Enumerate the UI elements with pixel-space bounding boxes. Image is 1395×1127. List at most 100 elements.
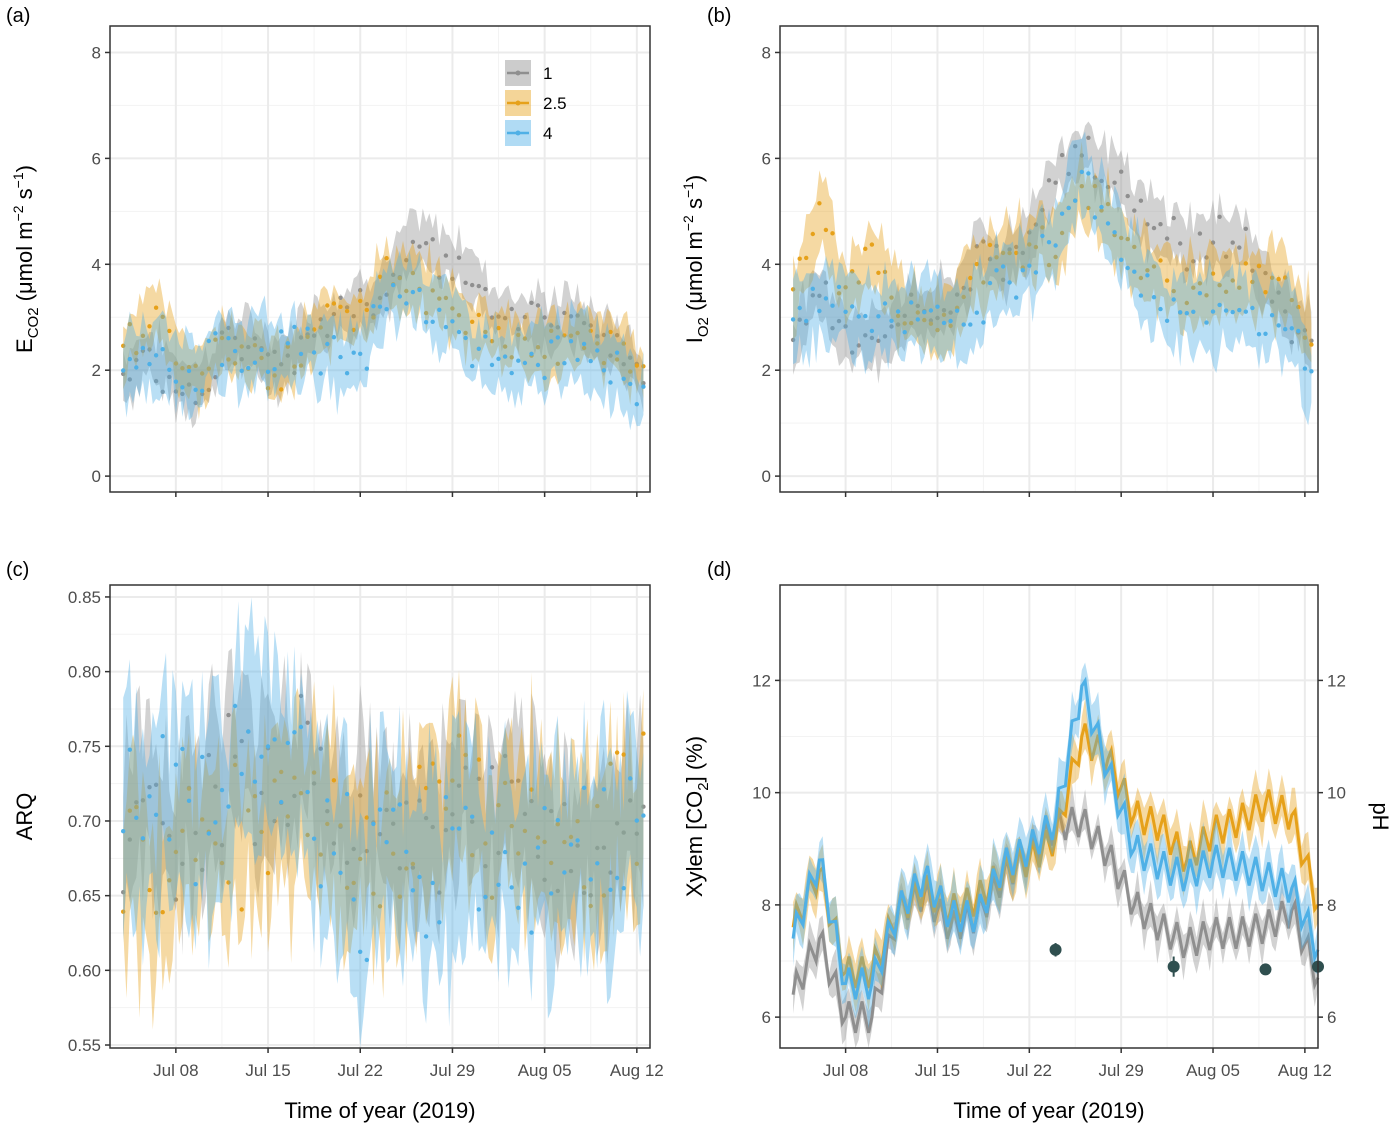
point-series-4 bbox=[279, 329, 284, 334]
point-series-1 bbox=[470, 282, 475, 288]
point-series-2.5 bbox=[575, 819, 580, 824]
band-series-1 bbox=[123, 648, 644, 973]
point-series-1 bbox=[502, 316, 508, 321]
point-series-1 bbox=[542, 877, 547, 882]
point-series-2.5 bbox=[810, 231, 815, 237]
point-series-2.5 bbox=[941, 312, 947, 317]
point-series-4 bbox=[954, 308, 960, 313]
point-series-4 bbox=[1237, 307, 1242, 313]
point-series-4 bbox=[193, 387, 198, 392]
point-series-4 bbox=[463, 335, 468, 341]
point-series-4 bbox=[961, 322, 966, 327]
point-series-2.5 bbox=[555, 361, 560, 366]
point-series-2.5 bbox=[206, 366, 211, 371]
point-series-4 bbox=[265, 369, 271, 374]
point-series-1 bbox=[575, 843, 580, 848]
point-series-4 bbox=[1145, 273, 1150, 278]
ph-point bbox=[1167, 960, 1180, 973]
point-series-1 bbox=[325, 333, 330, 339]
point-series-2.5 bbox=[226, 357, 231, 362]
x-axis-title: Time of year (2019) bbox=[284, 1098, 475, 1123]
point-series-1 bbox=[1178, 241, 1183, 246]
legend: 12.54 bbox=[505, 60, 567, 146]
point-series-1 bbox=[1276, 290, 1281, 295]
point-series-2.5 bbox=[1138, 275, 1144, 281]
point-series-4 bbox=[298, 351, 304, 357]
point-series-4 bbox=[641, 813, 646, 818]
point-series-4 bbox=[384, 840, 389, 845]
point-series-4 bbox=[358, 351, 363, 356]
point-series-1 bbox=[595, 334, 600, 339]
point-series-4 bbox=[232, 703, 238, 709]
point-series-4 bbox=[974, 310, 979, 315]
panel-a: 0 2 4 6 8 ECO2 (μmol m−2 s−1) bbox=[10, 25, 651, 497]
point-series-2.5 bbox=[186, 364, 192, 370]
point-series-2.5 bbox=[430, 761, 435, 766]
point-series-1 bbox=[1158, 222, 1163, 227]
point-series-4 bbox=[206, 831, 211, 836]
point-series-4 bbox=[140, 836, 146, 841]
point-series-1 bbox=[331, 311, 337, 317]
point-series-4 bbox=[1125, 265, 1130, 271]
point-series-2.5 bbox=[305, 334, 310, 339]
point-series-4 bbox=[1040, 233, 1045, 239]
point-series-1 bbox=[928, 318, 934, 323]
point-series-4 bbox=[542, 805, 547, 811]
point-series-1 bbox=[790, 337, 796, 343]
point-series-2.5 bbox=[790, 287, 796, 292]
point-series-2.5 bbox=[232, 361, 238, 366]
point-series-2.5 bbox=[614, 750, 620, 755]
point-series-2.5 bbox=[272, 373, 277, 378]
point-series-2.5 bbox=[364, 307, 369, 313]
point-series-2.5 bbox=[981, 280, 986, 285]
point-series-1 bbox=[1269, 299, 1275, 304]
point-series-4 bbox=[941, 320, 947, 326]
point-series-1 bbox=[948, 310, 953, 315]
point-series-1 bbox=[285, 353, 290, 358]
point-series-4 bbox=[463, 805, 468, 810]
point-series-1 bbox=[568, 314, 574, 319]
point-series-4 bbox=[483, 894, 488, 900]
point-series-4 bbox=[575, 838, 580, 843]
point-series-2.5 bbox=[437, 779, 442, 784]
point-series-1 bbox=[153, 782, 159, 787]
point-series-2.5 bbox=[476, 757, 481, 762]
point-series-1 bbox=[496, 850, 501, 856]
point-series-1 bbox=[305, 720, 310, 725]
y-tick-label: 8 bbox=[762, 896, 771, 915]
y-tick-label: 0 bbox=[92, 467, 101, 486]
point-series-2.5 bbox=[1184, 300, 1190, 306]
point-series-4 bbox=[568, 842, 574, 847]
point-series-2.5 bbox=[252, 794, 258, 799]
point-series-2.5 bbox=[1007, 250, 1012, 256]
point-series-2.5 bbox=[1000, 250, 1006, 256]
point-series-2.5 bbox=[338, 304, 343, 309]
point-series-1 bbox=[1223, 254, 1229, 259]
point-series-4 bbox=[391, 807, 396, 812]
panel-tag: (b) bbox=[707, 5, 731, 27]
y-axis-title: Xylem [CO2] (%) bbox=[682, 736, 712, 897]
point-series-2.5 bbox=[456, 733, 462, 738]
point-series-2.5 bbox=[915, 310, 920, 315]
point-series-1 bbox=[909, 292, 914, 297]
point-series-4 bbox=[140, 345, 146, 351]
point-series-2.5 bbox=[562, 333, 567, 338]
point-series-4 bbox=[456, 826, 462, 831]
point-series-4 bbox=[915, 317, 920, 322]
band-series-2.5 bbox=[123, 235, 644, 420]
point-series-2.5 bbox=[1158, 258, 1163, 263]
point-series-4 bbox=[325, 798, 330, 803]
y-tick-label: 12 bbox=[752, 671, 771, 690]
point-series-2.5 bbox=[160, 910, 165, 915]
point-series-2.5 bbox=[351, 880, 356, 886]
point-series-2.5 bbox=[1197, 281, 1203, 286]
point-series-1 bbox=[614, 333, 620, 338]
point-series-2.5 bbox=[1086, 205, 1091, 211]
y-tick-label: 0.55 bbox=[68, 1036, 101, 1055]
point-series-1 bbox=[200, 391, 205, 397]
point-series-4 bbox=[1178, 310, 1183, 315]
point-series-4 bbox=[1217, 302, 1222, 308]
point-series-4 bbox=[529, 930, 534, 935]
point-series-1 bbox=[397, 866, 402, 871]
point-series-4 bbox=[1302, 366, 1308, 371]
